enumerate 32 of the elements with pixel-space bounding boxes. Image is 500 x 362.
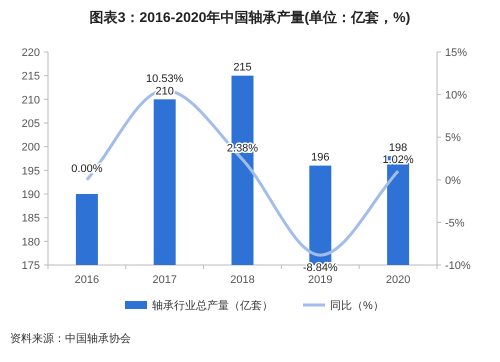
- x-tick-label: 2018: [230, 274, 255, 286]
- data-label: -8.84%: [302, 262, 338, 274]
- legend-label: 同比（%）: [330, 299, 384, 312]
- x-tick-label: 2017: [152, 274, 177, 286]
- y2-tick-label: 15%: [445, 47, 468, 59]
- y2-tick-label: 0%: [445, 174, 462, 187]
- y-tick-label: 175: [22, 260, 40, 272]
- text: 资料来源：中国轴承协会: [10, 332, 131, 345]
- y-tick-label: 180: [22, 236, 40, 248]
- y-tick-label: 205: [22, 118, 40, 130]
- y-tick-label: 215: [22, 70, 40, 83]
- data-label: 215: [233, 62, 252, 74]
- y2-tick-label: -5%: [445, 217, 465, 230]
- y-tick-label: 195: [22, 165, 40, 178]
- y2-tick-label: 5%: [445, 132, 462, 144]
- x-tick-label: 2019: [308, 274, 333, 286]
- legend-label: 轴承行业总产量（亿套）: [152, 299, 273, 312]
- data-label: 196: [311, 152, 330, 164]
- x-tick-label: 2016: [74, 274, 100, 286]
- chart-title: 图表3：2016-2020年中国轴承产量(单位：亿套，%): [90, 9, 410, 25]
- y-tick-label: 210: [22, 94, 40, 106]
- data-label: 210: [156, 85, 174, 98]
- y-tick-label: 200: [22, 142, 40, 154]
- data-label: 198: [388, 142, 408, 154]
- y-tick-label: 185: [22, 212, 40, 225]
- data-label: 10.53%: [146, 73, 184, 86]
- y2-tick-label: 10%: [445, 90, 468, 102]
- data-label: 0.00%: [71, 162, 103, 175]
- y-tick-label: 190: [22, 189, 40, 201]
- y-tick-label: 220: [22, 47, 40, 59]
- x-tick-label: 2020: [386, 274, 410, 286]
- y2-tick-label: -10%: [445, 260, 471, 272]
